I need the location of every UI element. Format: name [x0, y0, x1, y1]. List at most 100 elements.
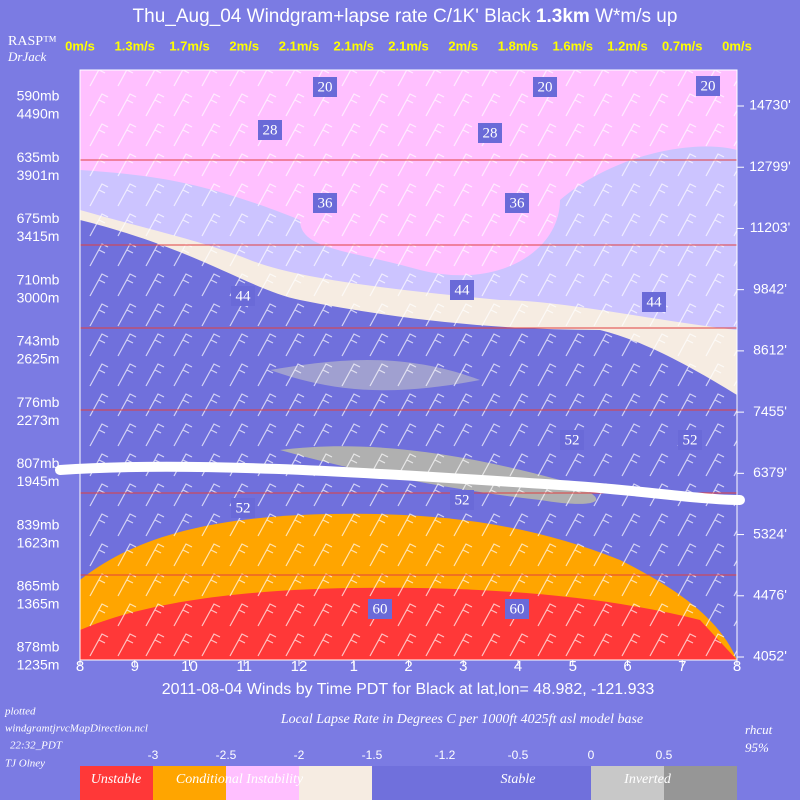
x-tick-label: 7	[678, 658, 686, 675]
legend-swatch	[518, 766, 591, 800]
x-tick-label: 4	[514, 658, 522, 675]
wind-barbs	[80, 70, 737, 660]
height-label: 1365m	[17, 595, 60, 611]
logo: RASP™	[8, 34, 57, 49]
height-ft-label: 6379'	[753, 464, 787, 480]
pressure-label: 590mb	[17, 88, 60, 104]
wstar-label: 1.8m/s	[498, 38, 538, 53]
height-label: 1623m	[17, 534, 60, 550]
contour-label-box	[450, 280, 474, 300]
legend-swatch	[153, 766, 226, 800]
contour-label: 52	[565, 432, 580, 448]
contour-label: 44	[647, 294, 663, 310]
contour-label: 36	[510, 195, 526, 211]
legend-tick-label: -1.2	[435, 748, 456, 762]
legend-class: Conditional Instability	[176, 772, 304, 787]
contour-label: 20	[538, 79, 553, 95]
height-ft-label: 4052'	[753, 648, 787, 664]
contour-label-box	[450, 490, 474, 510]
contour-label: 44	[236, 288, 252, 304]
pressure-label: 878mb	[17, 639, 60, 655]
x-tick-label: 1	[350, 658, 358, 675]
contour-label-box	[231, 498, 255, 518]
height-ft-label: 14730'	[749, 97, 791, 113]
contour-label: 52	[683, 432, 698, 448]
contour-label-box	[505, 193, 529, 213]
contour-label-box	[642, 292, 666, 312]
height-ft-label: 11203'	[750, 219, 791, 235]
footer-text: windgramtjrvcMapDirection.ncl	[5, 723, 148, 735]
pressure-label: 865mb	[17, 577, 60, 593]
height-ft-label: 9842'	[753, 280, 787, 296]
legend-class: Inverted	[623, 772, 672, 787]
contour-label-box	[505, 599, 529, 619]
wstar-label: 1.7m/s	[169, 38, 209, 53]
legend-tick-label: -2	[294, 748, 305, 762]
legend-tick-label: -0.5	[508, 748, 529, 762]
legend-swatch	[80, 766, 153, 800]
height-ft-label: 12799'	[749, 158, 791, 174]
wstar-label: 0m/s	[65, 38, 95, 53]
footer-text: TJ Olney	[5, 758, 45, 770]
cloud-band	[55, 461, 745, 505]
pressure-label: 839mb	[17, 516, 60, 532]
height-ft-label: 7455'	[753, 403, 787, 419]
height-label: 1945m	[17, 473, 60, 489]
contour-label-box	[231, 286, 255, 306]
wstar-label: 0.7m/s	[662, 38, 702, 53]
height-label: 2273m	[17, 412, 60, 428]
x-tick-label: 12	[291, 658, 308, 675]
x-tick-label: 9	[131, 658, 139, 675]
legend-tick-label: 0	[588, 748, 595, 762]
legend-title: Local Lapse Rate in Degrees C per 1000ft…	[280, 712, 643, 727]
wstar-label: 2.1m/s	[279, 38, 319, 53]
rhcut: rhcut	[745, 722, 773, 737]
contour-label-box	[696, 76, 720, 96]
wstar-label: 2m/s	[448, 38, 478, 53]
contour-label-box	[478, 123, 502, 143]
wstar-label: 2m/s	[229, 38, 259, 53]
contour-label: 52	[455, 492, 470, 508]
legend-class: Unstable	[91, 772, 142, 787]
title-part: 1.3km	[536, 6, 590, 27]
x-tick-label: 3	[459, 658, 467, 675]
contour-label-box	[313, 193, 337, 213]
lapse-regions	[55, 70, 745, 660]
contour-label: 28	[263, 122, 278, 138]
x-axis-label: 2011-08-04 Winds by Time PDT for Black a…	[162, 681, 655, 698]
wstar-label: 1.6m/s	[553, 38, 593, 53]
height-label: 3901m	[17, 167, 60, 183]
x-tick-label: 8	[76, 658, 84, 675]
pressure-label: 635mb	[17, 149, 60, 165]
legend-tick-label: -1.5	[362, 748, 383, 762]
height-ft-label: 8612'	[753, 342, 787, 358]
contour-label-box	[560, 430, 584, 450]
contour-label-box	[678, 430, 702, 450]
legend-tick-label: 0.5	[656, 748, 673, 762]
pressure-label: 675mb	[17, 210, 60, 226]
chart-title: Thu_Aug_04 Windgram+lapse rate C/1K' Bla…	[133, 6, 678, 27]
contour-label-box	[533, 77, 557, 97]
wstar-label: 1.3m/s	[115, 38, 155, 53]
legend-swatch	[372, 766, 445, 800]
title-part: Thu_Aug_04 Windgram+lapse rate C/1K' Bla…	[133, 6, 532, 27]
contour-label-box	[313, 77, 337, 97]
pressure-label: 776mb	[17, 394, 60, 410]
legend-tick-label: -3	[148, 748, 159, 762]
contour-label-box	[258, 120, 282, 140]
footer-text: plotted	[4, 706, 36, 718]
contour-label: 28	[483, 125, 498, 141]
legend-swatch	[445, 766, 518, 800]
legend-swatch	[664, 766, 737, 800]
contour-label: 52	[236, 500, 251, 516]
legend-class: Stable	[501, 772, 536, 787]
legend-swatch	[299, 766, 372, 800]
height-label: 1235m	[17, 657, 60, 673]
x-tick-label: 2	[404, 658, 412, 675]
contour-label: 60	[510, 601, 525, 617]
contour-label: 44	[455, 282, 471, 298]
contour-label: 36	[318, 195, 334, 211]
legend-swatch	[226, 766, 299, 800]
wstar-label: 1.2m/s	[607, 38, 647, 53]
height-ft-label: 4476'	[753, 586, 787, 602]
